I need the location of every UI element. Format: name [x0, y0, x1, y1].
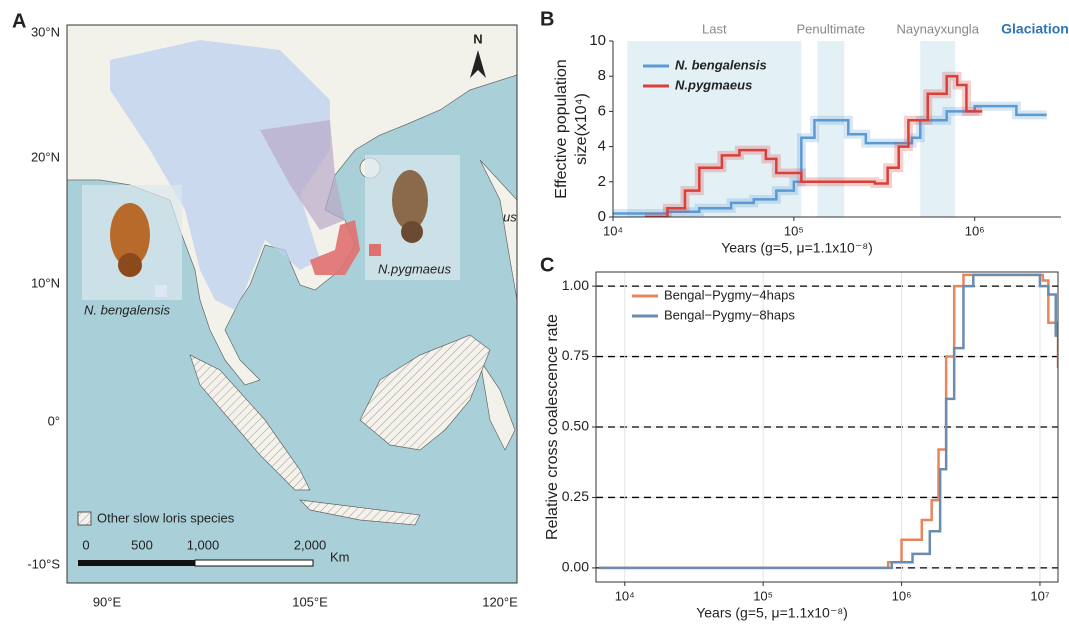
species-label: N. bengalensis: [84, 302, 170, 317]
lat-label: 30°N: [31, 24, 60, 39]
lon-label: 105°E: [292, 594, 328, 609]
lat-label: 0°: [48, 413, 60, 428]
page: {"map": {"label": "A", "lat_labels": ["3…: [0, 0, 1069, 631]
lat-label: 20°N: [31, 149, 60, 164]
y-tick-label: 1.00: [562, 277, 589, 293]
y-tick-label: 8: [598, 67, 606, 84]
cut-label: us: [503, 209, 517, 224]
x-tick-label: 10⁷: [1030, 588, 1049, 603]
y-axis-label: Effective population: [553, 59, 570, 198]
loris-illustration: [392, 170, 428, 230]
lon-label: 120°E: [482, 594, 518, 609]
panel-label: C: [540, 254, 554, 276]
x-axis-label: Years (g=5, μ=1.1x10⁻⁸): [696, 605, 848, 621]
x-tick-label: 10⁵: [753, 588, 773, 603]
glaciation-band: [817, 41, 844, 217]
band-label: Penultimate: [797, 21, 866, 36]
legend-label: Bengal−Pygmy−8haps: [664, 307, 795, 322]
lat-label: -10°S: [27, 556, 60, 571]
legend-label: Other slow loris species: [97, 510, 235, 525]
y-axis-label: Relative cross coalescence rate: [544, 314, 561, 540]
scale-label: 500: [131, 537, 153, 552]
y-tick-label: 0.25: [562, 488, 589, 504]
y-tick-label: 2: [598, 173, 606, 190]
species-label: N.pygmaeus: [378, 261, 451, 276]
scale-label: 0: [82, 537, 89, 552]
lat-label: 10°N: [31, 275, 60, 290]
y-tick-label: 4: [598, 138, 606, 155]
x-tick-label: 10⁴: [603, 223, 623, 238]
scale-bar: [78, 560, 195, 566]
legend-swatch: [155, 285, 167, 297]
y-tick-label: 0: [598, 208, 606, 225]
loris-head: [118, 253, 142, 277]
x-tick-label: 10⁶: [892, 588, 912, 603]
x-tick-label: 10⁵: [784, 223, 804, 238]
band-label: Naynayxungla: [897, 21, 980, 36]
legend-swatch: [78, 512, 91, 525]
y-tick-label: 6: [598, 102, 606, 119]
y-tick-label: 10: [589, 32, 606, 49]
figure: A N. bengalensis N.pygmaeus N u: [0, 0, 1069, 631]
legend-swatch: [369, 244, 381, 256]
map-panel: A N. bengalensis N.pygmaeus N u: [12, 10, 518, 609]
y-axis-label: size(x10⁴): [573, 93, 590, 165]
glaciation-band: [920, 41, 955, 217]
lon-label: 90°E: [93, 594, 122, 609]
scale-label: 2,000: [294, 537, 327, 552]
loris-head: [401, 221, 423, 243]
charts: B Last Penultimate Naynayxungla Glaciation 0 2…: [540, 8, 1069, 620]
north-label: N: [473, 31, 482, 46]
y-tick-label: 0.75: [562, 347, 589, 363]
y-tick-label: 0.00: [562, 559, 589, 575]
legend-label: Bengal−Pygmy−4haps: [664, 287, 795, 302]
legend-label: N. bengalensis: [675, 57, 767, 72]
scale-label: 1,000: [187, 537, 220, 552]
scale-unit: Km: [330, 549, 350, 564]
x-axis-label: Years (g=5, μ=1.1x10⁻⁸): [721, 240, 873, 256]
x-tick-label: 10⁶: [965, 223, 985, 238]
panel-label: B: [540, 8, 554, 30]
y-tick-label: 0.50: [562, 418, 589, 434]
band-title: Glaciation: [1001, 21, 1069, 37]
panel-label: A: [12, 10, 26, 32]
x-tick-label: 10⁴: [615, 588, 635, 603]
band-label: Last: [702, 21, 727, 36]
legend-label: N.pygmaeus: [675, 77, 752, 92]
scale-bar: [195, 560, 313, 566]
